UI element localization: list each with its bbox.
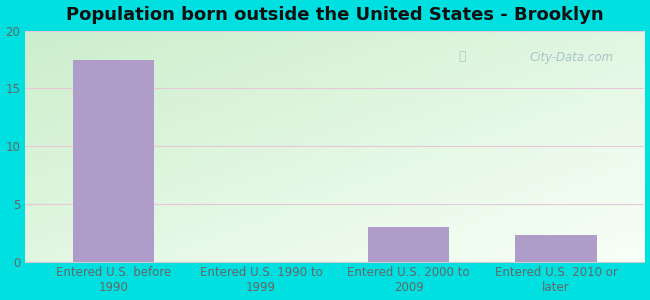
Text: ⓘ: ⓘ bbox=[459, 50, 466, 63]
Bar bbox=[515, 235, 597, 262]
Title: Population born outside the United States - Brooklyn: Population born outside the United State… bbox=[66, 6, 604, 24]
Text: City-Data.com: City-Data.com bbox=[529, 51, 614, 64]
Bar bbox=[73, 59, 154, 262]
Bar bbox=[368, 227, 449, 262]
